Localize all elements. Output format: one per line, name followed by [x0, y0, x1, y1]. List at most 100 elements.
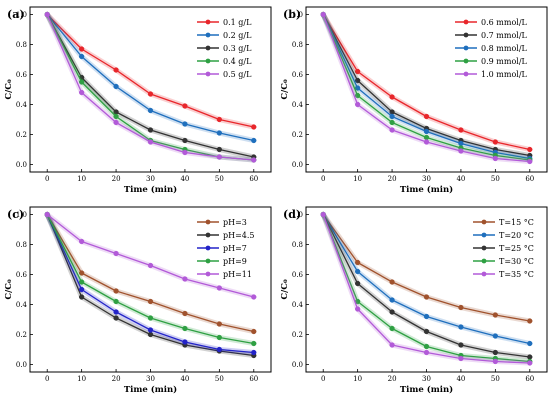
legend-marker	[205, 19, 211, 25]
data-point	[216, 334, 223, 341]
y-axis-label: C/C₀	[280, 279, 290, 300]
legend-marker	[205, 32, 211, 38]
data-point	[113, 315, 119, 321]
data-point	[113, 119, 119, 126]
x-tick-label: 40	[180, 175, 189, 183]
data-point	[251, 328, 257, 335]
legend-label: pH=11	[223, 270, 252, 279]
legend-label: T=30 °C	[499, 257, 534, 266]
data-point	[113, 298, 119, 305]
legend-label: pH=7	[223, 244, 247, 253]
data-point	[78, 270, 85, 276]
legend-label: T=20 °C	[499, 231, 534, 240]
y-tick-label: 0.2	[292, 331, 303, 339]
x-tick-label: 30	[146, 375, 155, 383]
data-point	[216, 130, 223, 136]
data-point	[216, 321, 223, 327]
data-point	[147, 139, 154, 145]
y-tick-label: 0.2	[16, 131, 27, 139]
legend-label: 0.5 g/L	[223, 70, 252, 79]
y-tick-label: 0.6	[292, 71, 304, 79]
y-tick-label: 0.4	[292, 101, 304, 109]
x-tick-label: 10	[77, 375, 86, 383]
legend-marker	[463, 45, 469, 51]
data-point	[354, 268, 361, 275]
legend-label: 0.4 g/L	[223, 57, 252, 66]
x-tick-label: 30	[422, 175, 431, 183]
data-point	[216, 346, 223, 353]
legend-label: pH=4.5	[223, 231, 255, 240]
data-point	[389, 127, 395, 133]
data-point	[527, 360, 533, 366]
y-tick-label: 0.0	[292, 161, 303, 169]
y-tick-label: 0.0	[16, 161, 27, 169]
x-tick-label: 0	[45, 375, 49, 383]
data-point	[492, 139, 499, 145]
data-point	[527, 354, 533, 360]
x-tick-label: 0	[321, 175, 325, 183]
data-point	[44, 11, 50, 18]
chart-panel-3: 0 10 20 30 40 50 60 0.0 0.2 0.4 0.6 0.8 1.0 Time (min…	[4, 206, 272, 395]
legend-label: 0.1 g/L	[223, 18, 252, 27]
y-tick-label: 0.8	[16, 41, 27, 49]
data-point	[492, 155, 499, 162]
data-point	[354, 306, 361, 312]
legend-marker	[463, 19, 469, 25]
x-tick-label: 20	[388, 375, 397, 383]
legend-label: T=35 °C	[499, 270, 534, 279]
data-point	[458, 127, 464, 133]
data-point	[527, 146, 533, 153]
x-tick-label: 10	[77, 175, 86, 183]
x-tick-label: 50	[215, 175, 224, 183]
x-tick-label: 50	[491, 375, 500, 383]
y-tick-label: 0.4	[16, 301, 28, 309]
data-point	[389, 342, 395, 348]
x-tick-label: 60	[249, 175, 258, 183]
y-axis-label: C/C₀	[4, 279, 14, 300]
y-tick-label: 0.8	[16, 241, 27, 249]
x-tick-label: 20	[388, 175, 397, 183]
y-tick-label: 0.0	[16, 361, 27, 369]
data-point	[251, 124, 257, 130]
legend-label: 0.8 mmol/L	[481, 44, 528, 53]
data-point	[251, 294, 257, 300]
data-point	[182, 103, 188, 109]
data-point	[251, 349, 257, 356]
legend-marker	[481, 219, 487, 225]
data-point	[147, 315, 154, 321]
data-point	[78, 286, 85, 293]
data-point	[389, 297, 395, 303]
y-tick-label: 1.0	[16, 11, 27, 19]
legend-marker	[205, 45, 211, 51]
data-point	[389, 279, 395, 285]
data-point	[113, 288, 119, 294]
y-tick-label: 0.6	[16, 271, 28, 279]
legend-marker	[463, 32, 469, 38]
data-point	[320, 11, 326, 18]
data-point	[182, 310, 188, 317]
data-point	[527, 318, 533, 324]
x-axis-label: Time (min)	[400, 384, 453, 395]
x-tick-label: 20	[112, 375, 121, 383]
y-axis-label: C/C₀	[4, 79, 14, 100]
data-point	[182, 149, 188, 156]
data-point	[113, 250, 119, 257]
x-tick-label: 30	[422, 375, 431, 383]
legend-marker	[205, 258, 211, 264]
y-tick-label: 0.4	[292, 301, 304, 309]
data-point	[389, 325, 395, 332]
legend-marker	[481, 232, 487, 238]
x-axis-label: Time (min)	[400, 184, 453, 195]
data-point	[78, 89, 85, 96]
data-point	[113, 83, 119, 90]
data-point	[423, 349, 430, 356]
legend-marker	[481, 245, 487, 251]
legend-label: 0.2 g/L	[223, 31, 252, 40]
y-tick-label: 0.6	[292, 271, 304, 279]
data-point	[182, 325, 188, 332]
legend-label: 0.9 mmol/L	[481, 57, 528, 66]
y-tick-label: 0.6	[16, 71, 28, 79]
data-point	[147, 91, 154, 97]
data-point	[113, 309, 119, 315]
y-tick-label: 1.0	[292, 11, 303, 19]
